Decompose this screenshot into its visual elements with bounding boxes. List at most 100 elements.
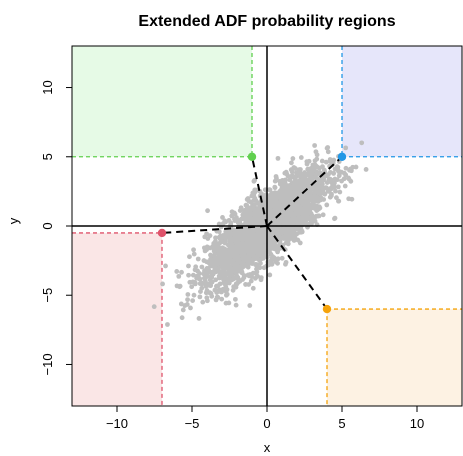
data-point (219, 239, 225, 245)
data-point (327, 159, 333, 164)
data-point (279, 255, 285, 261)
data-point (359, 140, 365, 146)
x-tick-label: −5 (185, 416, 200, 431)
data-point (252, 189, 258, 195)
data-point (241, 241, 247, 247)
data-point (315, 213, 320, 219)
data-point (342, 183, 348, 189)
data-point (298, 199, 304, 205)
data-point (200, 299, 206, 305)
data-point (220, 233, 226, 238)
corner-point-upper-right (337, 152, 347, 161)
data-point (205, 236, 211, 241)
data-point (226, 217, 232, 223)
data-point (283, 261, 288, 267)
data-point (243, 247, 249, 252)
data-point (190, 272, 196, 278)
data-point (311, 203, 317, 209)
data-point (285, 232, 291, 238)
data-point (337, 189, 343, 195)
data-point (256, 247, 262, 253)
connector-lower-left (161, 225, 268, 234)
data-point (276, 228, 282, 234)
data-point (312, 218, 318, 224)
data-point (272, 246, 278, 252)
data-point (296, 169, 302, 175)
data-point (292, 177, 298, 183)
data-point (220, 221, 226, 227)
data-point (272, 184, 278, 190)
data-point (297, 204, 303, 210)
data-point (236, 277, 241, 283)
data-point (201, 275, 207, 281)
data-point (211, 248, 217, 254)
data-point (224, 255, 230, 261)
data-point (304, 161, 310, 167)
data-point (300, 178, 306, 184)
data-point (225, 234, 231, 240)
data-point (327, 194, 333, 200)
points-layer (151, 140, 369, 327)
data-point (290, 156, 296, 161)
data-point (324, 145, 330, 151)
data-point (215, 243, 220, 249)
data-point (287, 177, 293, 183)
data-point (233, 269, 239, 275)
data-point (258, 277, 264, 283)
data-point (234, 246, 239, 252)
data-point (201, 258, 207, 263)
data-point (252, 262, 258, 267)
x-tick-label: 0 (263, 416, 270, 431)
data-point (269, 261, 275, 267)
data-point (232, 211, 238, 217)
data-point (198, 280, 204, 286)
data-point (293, 186, 299, 192)
data-point (215, 294, 221, 300)
data-point (232, 255, 238, 261)
data-point (235, 264, 241, 270)
data-point (180, 307, 186, 313)
data-point (191, 247, 196, 253)
data-point (273, 198, 279, 204)
data-point (242, 234, 248, 239)
data-point (245, 217, 251, 222)
data-point (363, 167, 369, 172)
data-point (277, 192, 283, 198)
data-point (280, 226, 286, 232)
data-point (325, 149, 331, 155)
data-point (252, 275, 258, 281)
data-point (302, 170, 307, 175)
data-point (220, 215, 225, 220)
data-point (348, 168, 354, 174)
data-point (189, 284, 195, 290)
data-point (255, 217, 261, 223)
data-point (232, 296, 238, 302)
data-point (305, 207, 311, 212)
data-point (308, 211, 314, 217)
data-point (198, 289, 203, 294)
data-point (233, 302, 239, 308)
data-point (210, 261, 216, 267)
data-point (302, 184, 308, 190)
data-point (311, 186, 317, 191)
data-point (320, 212, 326, 218)
data-point (217, 253, 223, 258)
data-point (230, 287, 236, 293)
data-point (230, 231, 236, 237)
data-point (298, 229, 304, 235)
data-point (214, 283, 219, 289)
data-point (255, 200, 260, 206)
data-point (241, 273, 247, 278)
data-point (255, 236, 261, 242)
data-point (292, 216, 298, 221)
data-point (286, 227, 292, 233)
data-point (274, 207, 280, 213)
data-point (336, 173, 342, 179)
data-point (260, 235, 266, 241)
data-point (276, 224, 282, 230)
data-point (292, 235, 298, 241)
data-point (270, 227, 276, 233)
data-point (249, 206, 254, 212)
data-point (290, 192, 296, 198)
region-lower-left (72, 232, 162, 406)
